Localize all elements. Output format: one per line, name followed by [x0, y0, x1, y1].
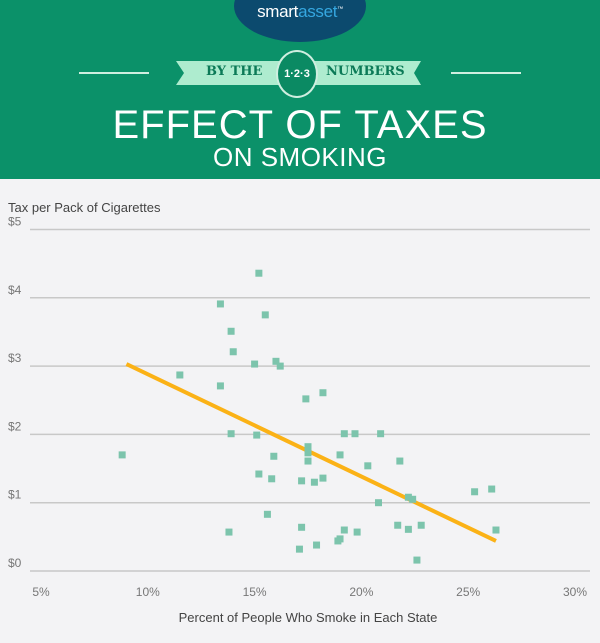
- smartasset-logo: smartasset™: [0, 2, 600, 22]
- data-point: [488, 485, 496, 493]
- data-point: [225, 528, 233, 536]
- data-point: [313, 541, 321, 549]
- x-tick-label: 10%: [136, 585, 160, 599]
- data-point: [276, 362, 284, 370]
- data-point: [298, 477, 306, 485]
- data-point: [351, 430, 359, 438]
- data-point: [413, 556, 421, 564]
- x-tick-label: 15%: [243, 585, 267, 599]
- data-point: [353, 528, 361, 536]
- data-point: [227, 327, 235, 335]
- data-point: [255, 269, 263, 277]
- y-axis-title: Tax per Pack of Cigarettes: [8, 200, 161, 215]
- data-point: [336, 535, 344, 543]
- data-point: [364, 462, 372, 470]
- x-tick-label: 20%: [349, 585, 373, 599]
- data-point: [261, 311, 269, 319]
- data-point: [255, 470, 263, 478]
- data-point: [417, 521, 425, 529]
- logo-text-smart: smart: [257, 2, 299, 21]
- x-tick-label: 25%: [456, 585, 480, 599]
- data-point: [396, 457, 404, 465]
- banner-badge: 1·2·3: [276, 50, 318, 98]
- data-point: [492, 526, 500, 534]
- data-point: [268, 475, 276, 483]
- data-point: [272, 357, 280, 365]
- logo-tm: ™: [337, 6, 343, 13]
- y-tick-label: $3: [8, 351, 22, 365]
- data-point: [229, 348, 237, 356]
- y-tick-label: $5: [8, 215, 22, 229]
- banner-right-text: NUMBERS: [326, 64, 405, 79]
- data-point: [270, 452, 278, 460]
- data-point: [176, 371, 184, 379]
- y-tick-label: $4: [8, 283, 22, 297]
- data-point: [409, 495, 417, 503]
- data-point: [216, 300, 224, 308]
- data-point: [253, 431, 261, 439]
- divider-right: [451, 72, 521, 74]
- logo-text-asset: asset: [298, 2, 338, 21]
- data-point: [118, 451, 126, 459]
- divider-left: [79, 72, 149, 74]
- data-point: [263, 510, 271, 518]
- x-axis-title: Percent of People Who Smoke in Each Stat…: [179, 610, 438, 625]
- data-point: [298, 523, 306, 531]
- data-point: [340, 526, 348, 534]
- data-point: [471, 488, 479, 496]
- data-point: [304, 457, 312, 465]
- x-tick-label: 5%: [32, 585, 50, 599]
- data-point: [319, 474, 327, 482]
- data-point: [295, 545, 303, 553]
- page-subtitle: ON SMOKING: [212, 142, 387, 172]
- data-point: [340, 430, 348, 438]
- data-point: [251, 360, 259, 368]
- page-title: EFFECT OF TAXES: [112, 103, 488, 147]
- data-point: [374, 499, 382, 507]
- data-point: [304, 449, 312, 457]
- data-point: [319, 389, 327, 397]
- x-tick-label: 30%: [563, 585, 587, 599]
- y-tick-label: $0: [8, 556, 22, 570]
- header-banner: smartasset™ BY THE 1·2·3 NUMBERS EFFECT …: [0, 0, 600, 179]
- y-tick-label: $2: [8, 419, 22, 433]
- data-point: [404, 525, 412, 533]
- data-point: [227, 430, 235, 438]
- scatter-chart: Tax per Pack of Cigarettes $0 $1 $2 $3 $4 $5 5…: [8, 200, 590, 625]
- data-point: [394, 521, 402, 529]
- y-tick-label: $1: [8, 488, 22, 502]
- data-point: [302, 395, 310, 403]
- data-point: [336, 451, 344, 459]
- data-point: [377, 430, 385, 438]
- banner-left-text: BY THE: [206, 64, 263, 79]
- data-point: [304, 443, 312, 451]
- data-point: [404, 493, 412, 501]
- data-point: [310, 478, 318, 486]
- data-point: [216, 382, 224, 390]
